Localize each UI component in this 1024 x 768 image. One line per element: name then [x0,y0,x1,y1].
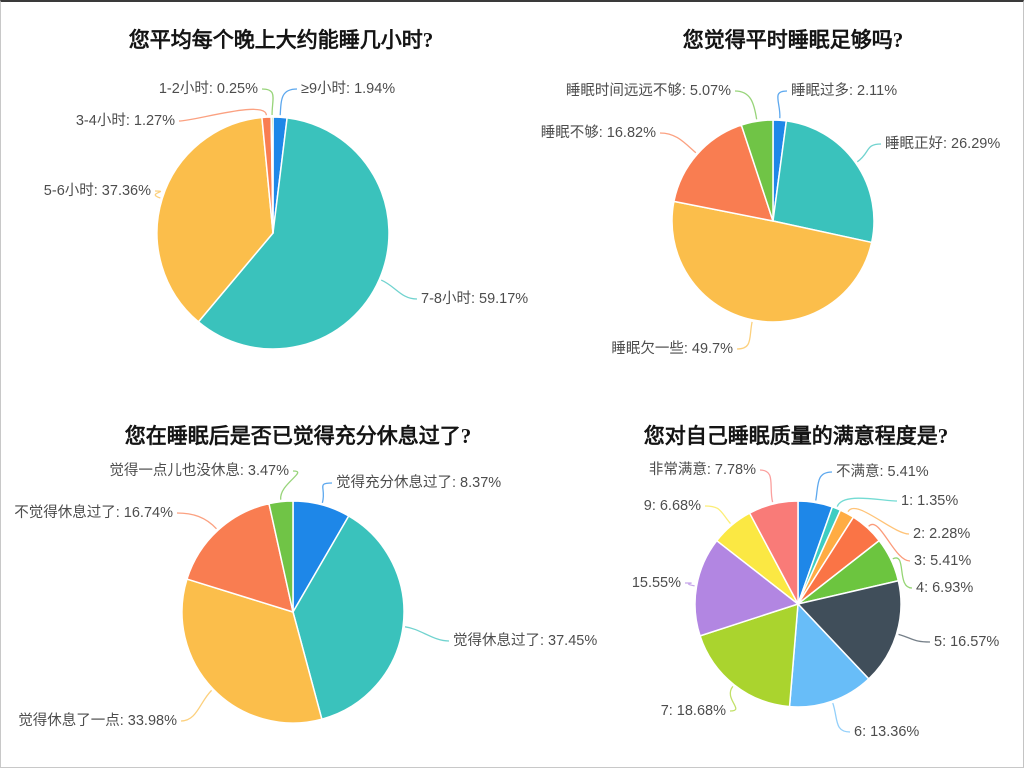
pie-slice[interactable] [181,578,323,724]
leader-line [380,279,418,300]
leader-line [154,190,162,199]
chart-title: 您在睡眠后是否已觉得充分休息过了? [124,424,472,448]
leader-line [684,582,695,587]
pie-label: 睡眠过多: 2.11% [791,83,898,99]
pie-slice[interactable] [292,515,405,720]
pie-label: 睡眠正好: 26.29% [885,136,1001,152]
chart-title: 您对自己睡眠质量的满意程度是? [643,424,949,448]
pie-label: 睡眠不够: 16.82% [540,125,656,141]
leader-line [404,626,450,642]
pie-label: 1-2小时: 0.25% [158,81,258,97]
pie-label: 7-8小时: 59.17% [421,291,529,307]
leader-line [898,633,931,643]
leader-line [321,482,333,504]
pie-label: 不觉得休息过了: 16.74% [14,505,173,521]
leader-line [856,143,882,163]
pie-slice[interactable] [186,502,294,613]
leader-line [178,108,268,122]
pie-chart [154,88,418,350]
chart-title: 您觉得平时睡眠足够吗? [682,28,904,52]
leader-line [704,505,731,525]
pie-label: 睡眠欠一些: 49.7% [611,341,733,357]
pie-label: 觉得一点儿也没休息: 3.47% [109,463,289,479]
pie-label: 4: 6.93% [916,580,974,596]
leader-line [836,497,898,507]
pie-label: 5: 16.57% [934,634,1000,650]
pie-slice[interactable] [772,120,875,244]
leader-line [180,689,213,722]
pie-slice[interactable] [740,119,774,222]
pie-label: 5-6小时: 37.36% [43,183,151,199]
pie-chart [176,470,450,724]
pie-slice[interactable] [788,603,870,708]
leader-line [832,702,851,733]
leader-line [759,469,774,503]
pie-slice[interactable] [699,603,799,708]
leader-line [815,471,833,501]
chart-quadrant-sleep-enough: 您觉得平时睡眠足够吗? 睡眠过多: 2.11% 睡眠正好: 26.29% 睡眠欠一些… [513,2,1023,386]
leader-line [659,132,697,154]
pie-slice[interactable] [671,200,873,323]
pie-label: 3-4小时: 1.27% [75,113,175,129]
leader-line [734,90,758,120]
pie-label: 2: 2.28% [913,526,971,542]
pie-label: 1: 1.35% [901,493,959,509]
pie-label: 15.55% [631,575,681,591]
pie-label: 9: 6.68% [643,498,701,514]
leader-line [892,557,913,589]
pie-chart [684,469,931,733]
pie-label: 非常满意: 7.78% [648,462,756,478]
pie-label: 睡眠时间远远不够: 5.07% [565,83,731,99]
pie-label: 不满意: 5.41% [836,464,929,480]
pie-label: 觉得充分休息过了: 8.37% [336,475,502,491]
leader-line [868,523,911,562]
pie-slice[interactable] [694,539,799,637]
leader-line [176,512,217,530]
pie-label: ≥9小时: 1.94% [301,81,396,97]
pie-label: 觉得休息了一点: 33.98% [18,713,177,729]
leader-line [280,470,299,500]
pie-slice[interactable] [156,116,274,323]
pie-label: 觉得休息过了: 37.45% [453,633,598,649]
pie-slice[interactable] [197,117,390,350]
pie-slice[interactable] [268,500,294,613]
pie-slice[interactable] [748,500,799,605]
chart-title: 您平均每个晚上大约能睡几小时? [128,28,434,52]
pie-slice[interactable] [797,580,902,680]
leader-line [279,88,298,116]
pie-slice[interactable] [270,116,274,234]
leader-line [261,88,274,116]
leader-line [736,321,753,350]
leader-line [777,90,788,119]
pie-label: 7: 18.68% [660,703,726,719]
leader-line [847,507,910,535]
chart-quadrant-sleep-hours: 您平均每个晚上大约能睡几小时? ≥9小时: 1.94% 7-8小时: 59.17%… [1,2,528,386]
pie-chart [659,90,882,350]
chart-quadrant-sleep-satisfaction: 您对自己睡眠质量的满意程度是? 不满意: 5.41% 1: 1.35% 2: 2.2… [513,386,1023,767]
chart-quadrant-feel-rested: 您在睡眠后是否已觉得充分休息过了? 觉得充分休息过了: 8.37% 觉得休息过了:… [1,386,597,767]
pie-label: 3: 5.41% [914,553,972,569]
pie-slice[interactable] [673,124,774,222]
leader-line [729,685,737,712]
pie-label: 6: 13.36% [854,724,920,740]
